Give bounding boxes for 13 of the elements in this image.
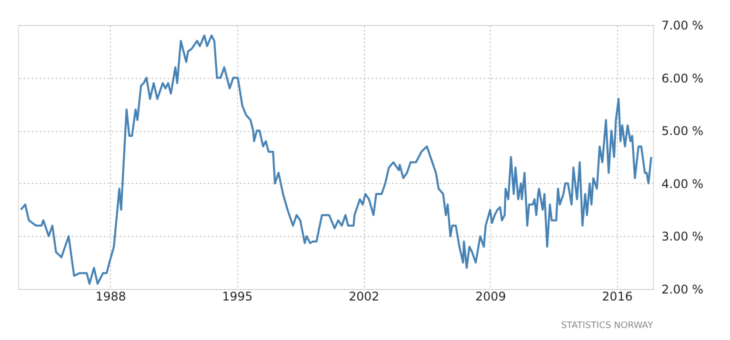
x-tick-label: 2002 xyxy=(348,290,380,304)
y-tick-label: 2.00 % xyxy=(662,282,704,296)
y-tick-label: 4.00 % xyxy=(662,176,704,191)
line-series xyxy=(20,34,652,285)
x-tick-label: 2016 xyxy=(602,290,633,304)
x-tick-label: 1988 xyxy=(95,290,126,304)
y-tick-label: 5.00 % xyxy=(662,124,704,138)
y-tick-label: 7.00 % xyxy=(662,18,704,32)
x-tick-label: 1995 xyxy=(222,290,253,304)
y-tick-label: 3.00 % xyxy=(662,230,704,244)
x-tick-label: 2009 xyxy=(475,290,506,304)
text: STATISTICS NORWAY xyxy=(561,321,654,331)
y-tick-label: 6.00 % xyxy=(662,71,704,86)
